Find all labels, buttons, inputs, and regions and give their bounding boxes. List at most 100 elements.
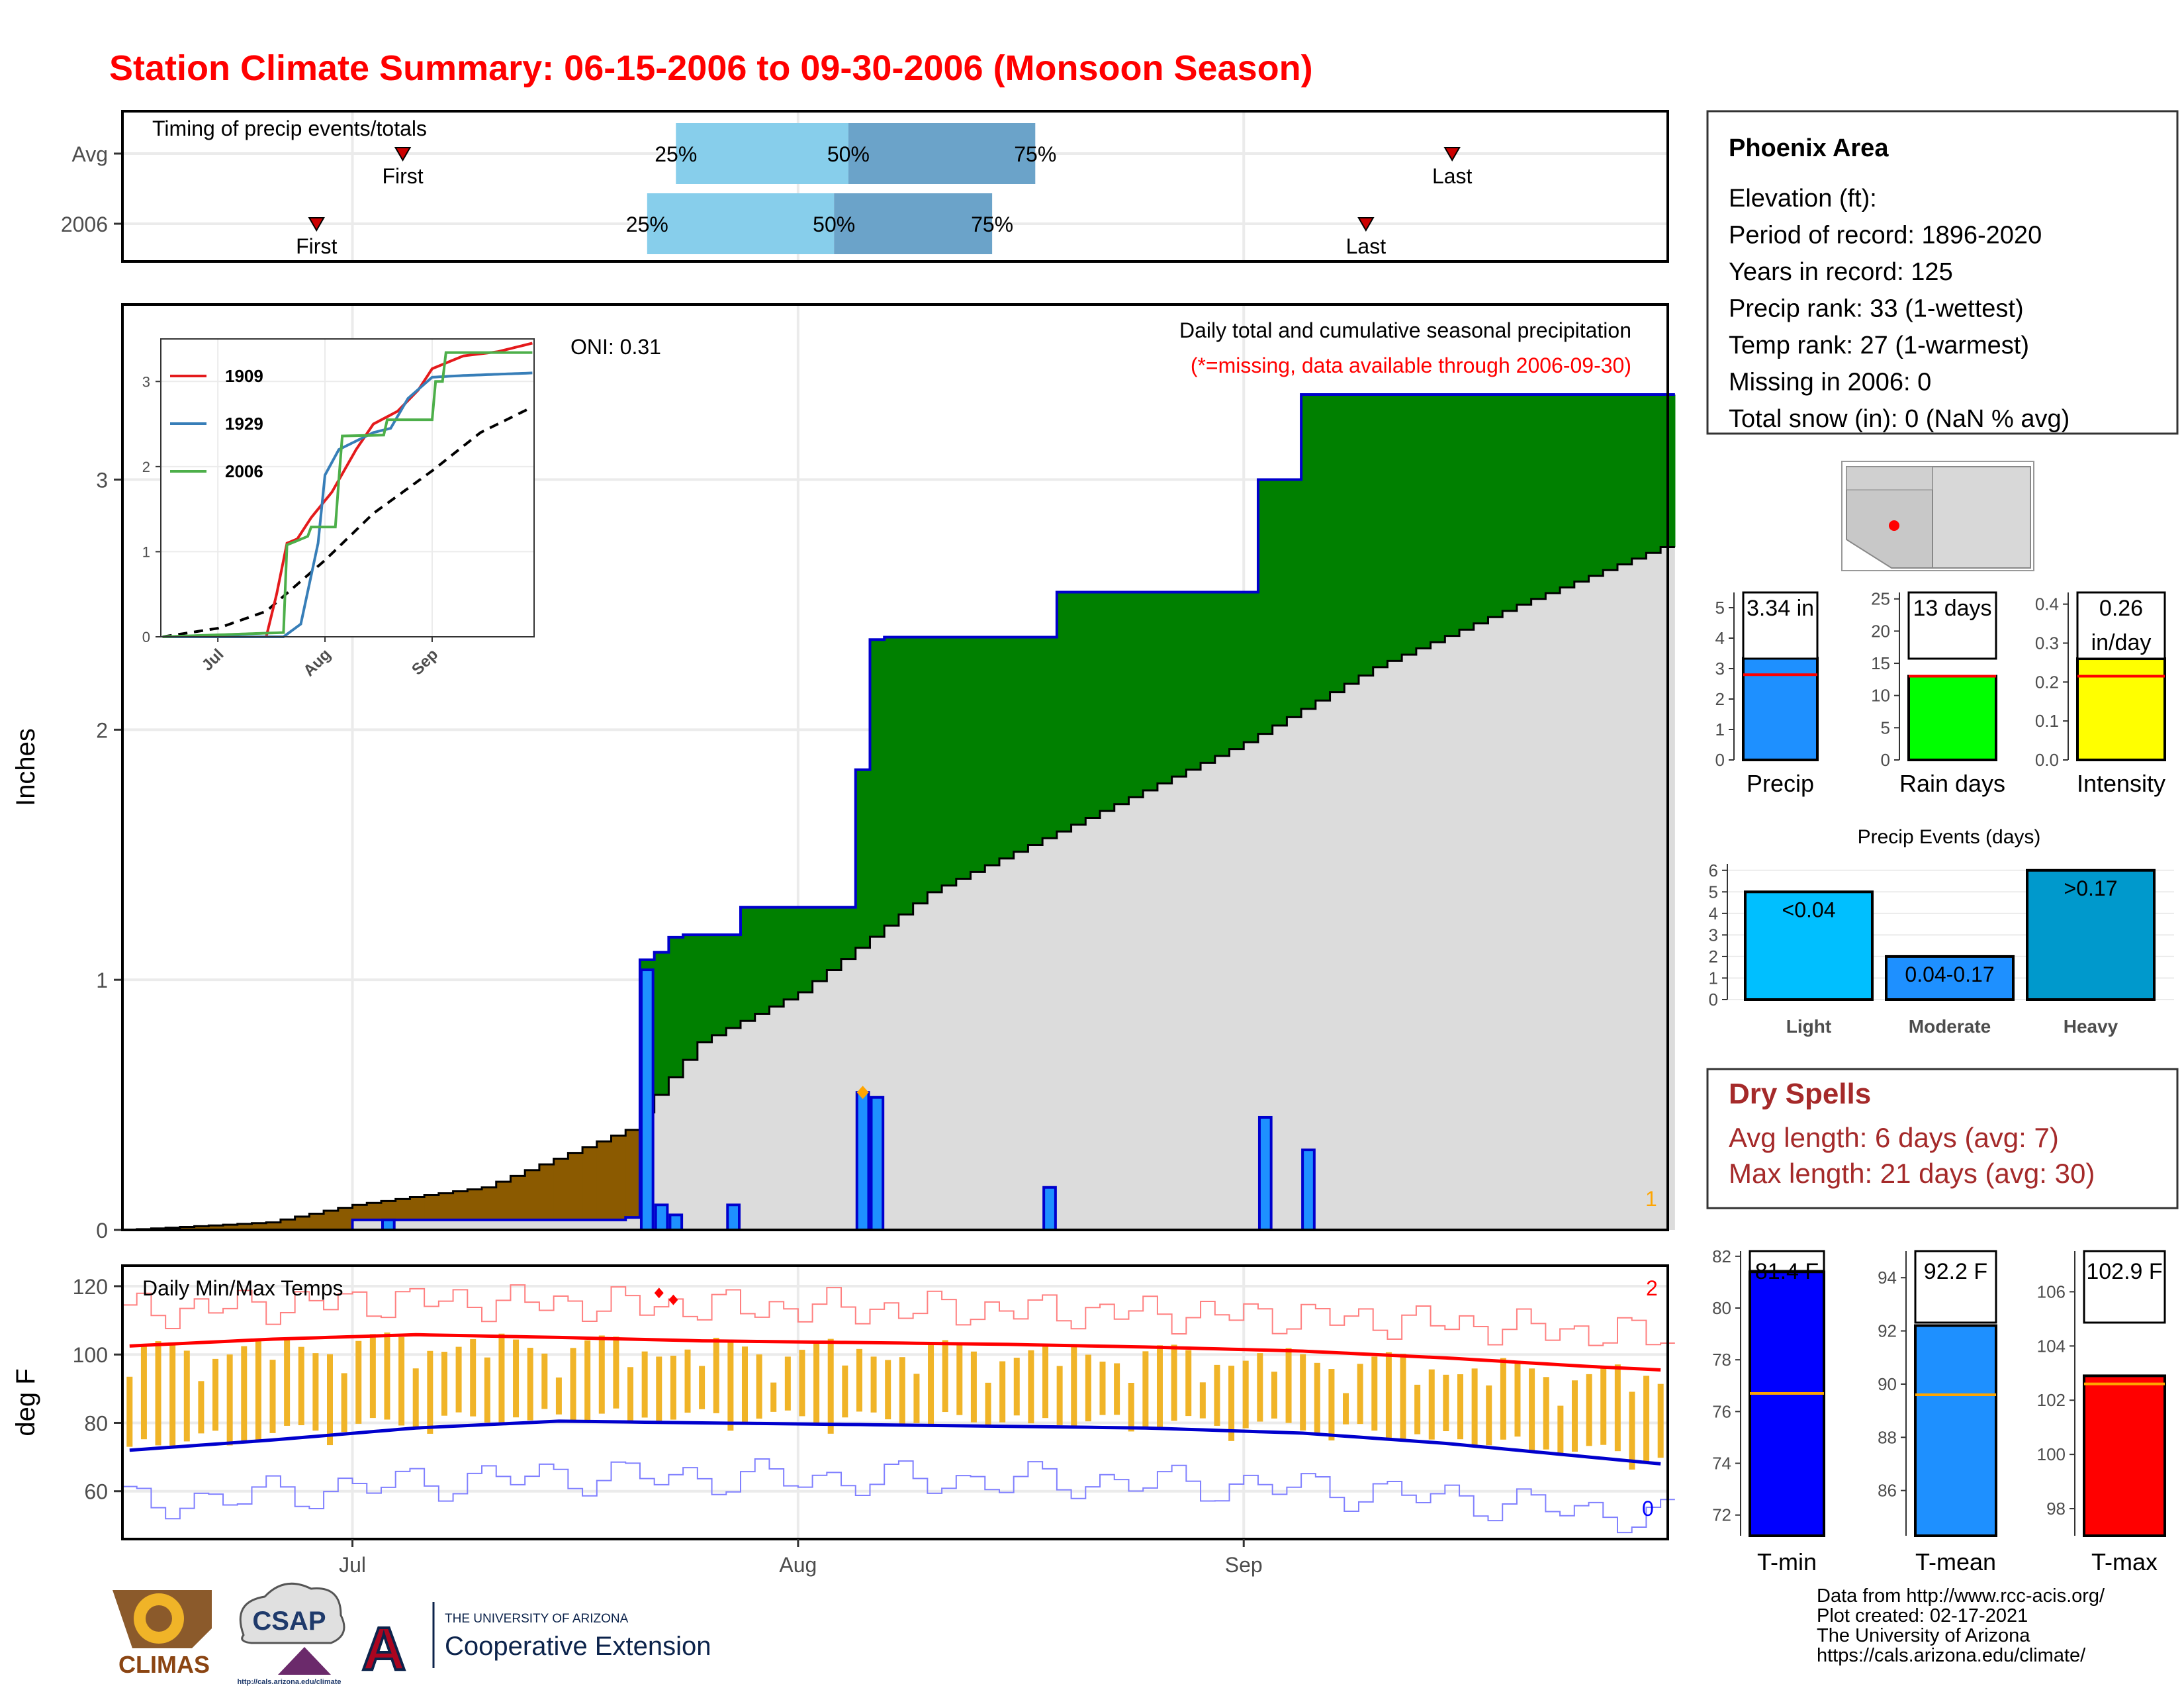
inset-legend-label: 1929 — [225, 414, 263, 434]
page-title: Station Climate Summary: 06-15-2006 to 0… — [109, 48, 1313, 88]
daily-temp-range-bar — [813, 1342, 820, 1423]
events-category-label: Light — [1786, 1016, 1831, 1037]
daily-temp-range-bar — [570, 1348, 576, 1421]
below-avg-fill — [582, 1147, 598, 1220]
daily-temp-range-bar — [1042, 1343, 1049, 1419]
above-avg-fill — [942, 637, 957, 886]
above-avg-fill — [985, 637, 1000, 866]
daily-temp-range-bar — [913, 1374, 920, 1423]
station-info-box: Phoenix Area Elevation (ft): Period of rec… — [1706, 110, 2179, 435]
stat-value-box — [1914, 1250, 1997, 1324]
events-ytick-label: 1 — [1709, 968, 1718, 988]
daily-temp-range-bar — [169, 1344, 176, 1447]
above-avg-fill — [754, 907, 770, 1014]
inset-xtick-label: Sep — [408, 645, 441, 679]
first-event-marker — [308, 217, 325, 232]
daily-temp-range-bar — [1385, 1352, 1392, 1438]
above-avg-fill — [1359, 395, 1374, 676]
stat-ytick-label: 5 — [1881, 718, 1890, 737]
daily-temp-range-bar — [1271, 1372, 1277, 1419]
stat-panel-label: T-min — [1757, 1548, 1817, 1575]
record-high-marker — [654, 1288, 664, 1299]
precip-ytick-label: 3 — [96, 468, 108, 492]
daily-temp-range-bar — [1156, 1345, 1163, 1427]
climas-logo-text: CLIMAS — [118, 1651, 210, 1678]
temp-panel: deg F Daily Min/Max Temps 2 0 — [11, 1264, 1675, 1540]
station-name: Phoenix Area — [1729, 134, 1889, 162]
events-bar-light — [1744, 890, 1874, 1002]
month-axis-label: Aug — [779, 1553, 817, 1577]
daily-temp-range-bar — [541, 1353, 548, 1409]
daily-temp-range-bar — [1343, 1393, 1349, 1425]
above-avg-fill — [1143, 592, 1158, 790]
above-avg-fill — [1588, 395, 1604, 576]
precip-ytick-label: 2 — [96, 718, 108, 742]
daily-temp-range-bar — [298, 1346, 304, 1426]
daily-temp-range-bar — [140, 1344, 147, 1440]
above-avg-fill — [927, 637, 942, 892]
above-avg-fill — [1085, 592, 1101, 818]
above-avg-fill — [1257, 479, 1273, 734]
daily-temp-range-bar — [498, 1333, 505, 1424]
daily-precip-bar — [654, 1203, 669, 1231]
stat-ytick-label: 94 — [1878, 1268, 1897, 1288]
events-bar-label: 0.04-0.17 — [1905, 962, 1994, 986]
inset-frame — [160, 338, 535, 637]
above-avg-fill — [1574, 395, 1590, 582]
above-avg-fill — [1013, 637, 1029, 852]
stat-value-box — [2076, 591, 2166, 660]
below-avg-fill — [539, 1164, 555, 1220]
daily-temp-range-bar — [842, 1365, 848, 1418]
precip-events-title: Precip Events (days) — [1858, 826, 2041, 848]
stat-panel-label: T-mean — [1915, 1548, 1996, 1575]
last-event-marker — [1357, 217, 1375, 232]
above-avg-fill — [1387, 395, 1402, 661]
daily-temp-range-bar — [1099, 1361, 1106, 1415]
inset-ytick-label: 1 — [142, 543, 150, 560]
timing-panel: Timing of precip events/totals Avg 25% 50% 7… — [61, 110, 1669, 263]
below-avg-fill — [295, 1216, 310, 1230]
above-avg-fill — [1315, 395, 1331, 701]
above-avg-fill — [855, 769, 871, 948]
stat-ytick-label: 4 — [1715, 628, 1725, 648]
daily-temp-range-bar — [1428, 1369, 1435, 1440]
daily-temp-range-bar — [1614, 1364, 1621, 1452]
first-event-marker — [394, 147, 412, 162]
above-avg-fill — [697, 935, 713, 1043]
inset-ytick-label: 0 — [142, 629, 150, 645]
station-info-line: Temp rank: 27 (1-warmest) — [1729, 332, 2029, 359]
temp-ytick-label: 120 — [73, 1275, 108, 1299]
precip-panel-title: Daily total and cumulative seasonal prec… — [1179, 318, 1631, 342]
above-avg-fill — [1330, 395, 1345, 692]
quartile-box-50-75 — [848, 123, 1036, 184]
daily-temp-range-bar — [613, 1336, 619, 1409]
daily-precip-bar — [639, 968, 655, 1232]
daily-temp-range-bar — [741, 1346, 748, 1424]
daily-temp-range-bar — [1371, 1356, 1378, 1431]
daily-temp-range-bar — [1443, 1374, 1449, 1432]
stat-value-bar — [1907, 675, 1997, 761]
daily-temp-range-bar — [942, 1340, 948, 1413]
timing-row-label: Avg — [71, 142, 108, 166]
daily-temp-range-bar — [598, 1335, 605, 1414]
above-avg-fill — [1042, 637, 1058, 839]
above-avg-fill — [1545, 395, 1561, 594]
below-avg-fill — [395, 1199, 411, 1220]
events-ytick-label: 5 — [1709, 882, 1718, 902]
above-avg-fill — [741, 907, 756, 1021]
observed-cumulative-line — [122, 393, 1675, 1231]
first-event-label: First — [296, 234, 337, 258]
above-avg-fill — [956, 637, 972, 879]
daily-precip-bar — [1301, 1149, 1316, 1232]
missing-data-marker — [856, 1086, 869, 1100]
p25-label: 25% — [655, 142, 697, 166]
record-low-trace — [122, 1458, 1675, 1534]
stat-ytick-label: 82 — [1712, 1246, 1731, 1266]
below-avg-fill — [611, 1135, 626, 1220]
daily-temp-range-bar — [1643, 1376, 1650, 1462]
daily-temp-range-bar — [1214, 1364, 1220, 1426]
above-avg-fill — [1373, 395, 1388, 667]
stat-value-label: 102.9 F — [2086, 1259, 2162, 1284]
stat-value-label: 0.26 — [2099, 596, 2143, 621]
daily-temp-range-bar — [398, 1336, 405, 1426]
